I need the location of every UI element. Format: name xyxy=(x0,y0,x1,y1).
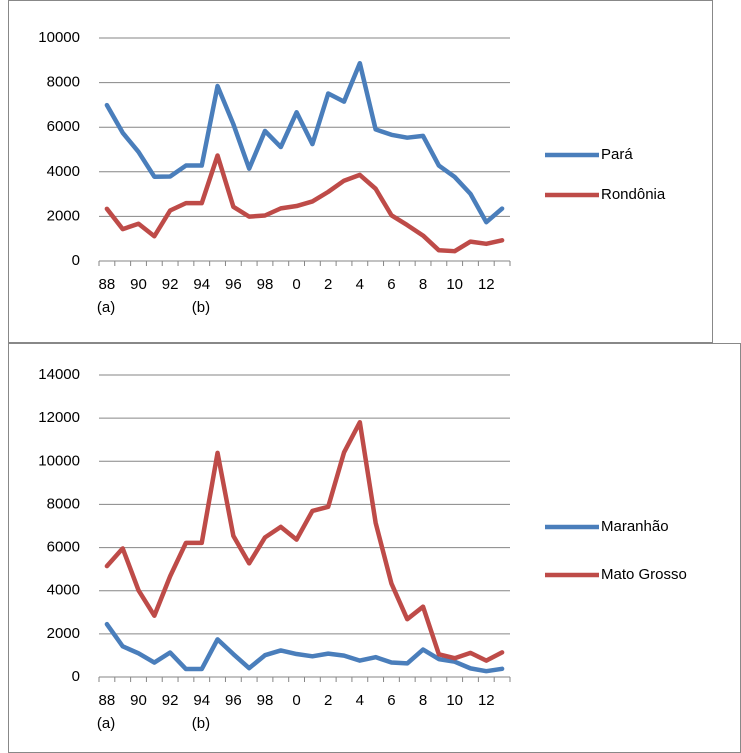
x-tick-label: 2 xyxy=(324,692,332,709)
legend-label: Rondônia xyxy=(601,186,666,203)
panel-frame xyxy=(8,0,713,343)
x-tick-label: 4 xyxy=(356,276,364,293)
x-tick-label: 98 xyxy=(257,276,274,293)
y-tick-label: 10000 xyxy=(38,452,80,469)
x-tick-label: 94 xyxy=(193,692,210,709)
line-series xyxy=(104,153,505,254)
x-tick-label: 4 xyxy=(356,692,364,709)
x-tick-note: (b) xyxy=(192,715,210,732)
y-tick-label: 14000 xyxy=(38,366,80,383)
y-tick-label: 10000 xyxy=(38,29,80,46)
x-tick-label: 96 xyxy=(225,276,242,293)
x-tick-note: (a) xyxy=(97,715,115,732)
y-tick-label: 2000 xyxy=(47,625,80,642)
x-tick-label: 88 xyxy=(99,276,116,293)
line-series xyxy=(104,419,505,663)
x-tick-label: 8 xyxy=(419,276,427,293)
y-tick-label: 6000 xyxy=(47,539,80,556)
x-tick-note: (b) xyxy=(192,299,210,316)
y-tick-label: 12000 xyxy=(38,409,80,426)
y-tick-label: 4000 xyxy=(47,582,80,599)
y-tick-label: 0 xyxy=(72,668,80,685)
x-tick-label: 0 xyxy=(292,692,300,709)
x-tick-label: 92 xyxy=(162,276,179,293)
x-tick-label: 6 xyxy=(387,276,395,293)
x-tick-label: 88 xyxy=(99,692,116,709)
legend-label: Pará xyxy=(601,146,633,163)
x-tick-label: 0 xyxy=(292,276,300,293)
x-tick-label: 6 xyxy=(387,692,395,709)
y-tick-label: 4000 xyxy=(47,163,80,180)
x-tick-label: 12 xyxy=(478,276,495,293)
x-tick-label: 94 xyxy=(193,276,210,293)
y-tick-label: 8000 xyxy=(47,74,80,91)
x-tick-label: 10 xyxy=(446,692,463,709)
y-tick-label: 6000 xyxy=(47,118,80,135)
x-tick-label: 92 xyxy=(162,692,179,709)
x-tick-note: (a) xyxy=(97,299,115,316)
x-tick-label: 8 xyxy=(419,692,427,709)
y-tick-label: 8000 xyxy=(47,495,80,512)
x-tick-label: 2 xyxy=(324,276,332,293)
legend-label: Mato Grosso xyxy=(601,566,687,583)
line-series xyxy=(104,621,505,674)
x-tick-label: 12 xyxy=(478,692,495,709)
x-tick-label: 98 xyxy=(257,692,274,709)
x-tick-label: 90 xyxy=(130,276,147,293)
x-tick-label: 96 xyxy=(225,692,242,709)
x-tick-label: 90 xyxy=(130,692,147,709)
y-tick-label: 2000 xyxy=(47,207,80,224)
legend-label: Maranhão xyxy=(601,518,669,535)
y-tick-label: 0 xyxy=(72,252,80,269)
line-series xyxy=(104,60,505,225)
x-tick-label: 10 xyxy=(446,276,463,293)
